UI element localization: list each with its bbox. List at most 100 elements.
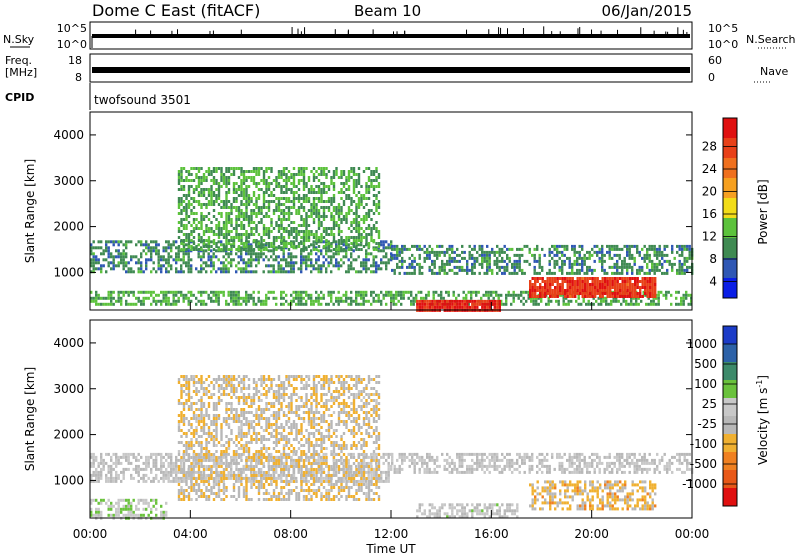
radar-cell xyxy=(177,414,181,417)
radar-cell xyxy=(441,302,444,306)
radar-cell xyxy=(187,390,191,393)
radar-cell xyxy=(651,280,654,283)
radar-cell xyxy=(115,479,118,483)
radar-cell xyxy=(312,302,315,306)
radar-cell xyxy=(175,261,178,265)
radar-cell xyxy=(205,176,208,179)
radar-cell xyxy=(245,179,248,182)
radar-cell xyxy=(195,227,198,230)
radar-cell xyxy=(230,261,233,265)
radar-cell xyxy=(182,296,185,300)
radar-cell xyxy=(292,236,296,239)
radar-cell xyxy=(185,252,188,256)
radar-cell xyxy=(492,296,495,300)
radar-cell xyxy=(280,290,283,294)
radar-cell xyxy=(569,295,572,298)
radar-cell xyxy=(125,504,128,508)
radar-cell xyxy=(591,277,594,280)
radar-cell xyxy=(322,215,326,218)
radar-cell xyxy=(365,299,368,303)
radar-cell xyxy=(90,507,93,511)
radar-cell xyxy=(640,299,643,303)
radar-cell xyxy=(320,290,323,294)
radar-cell xyxy=(633,259,636,263)
radar-cell xyxy=(292,476,295,480)
radar-cell xyxy=(410,302,413,306)
radar-cell xyxy=(200,465,203,468)
colorbar-segment xyxy=(723,158,737,179)
radar-cell xyxy=(352,179,356,182)
radar-cell xyxy=(222,236,226,239)
colorbar-tick-label: 16 xyxy=(702,207,717,221)
radar-cell xyxy=(225,473,228,477)
radar-cell xyxy=(355,290,358,294)
radar-cell xyxy=(207,218,211,221)
radar-cell xyxy=(247,464,250,468)
radar-cell xyxy=(177,206,181,209)
radar-cell xyxy=(107,302,110,306)
radar-cell xyxy=(212,378,216,381)
radar-cell xyxy=(292,197,296,200)
radar-cell xyxy=(232,197,236,200)
radar-cell xyxy=(150,302,153,306)
radar-cell xyxy=(511,247,514,251)
radar-cell xyxy=(185,381,188,384)
radar-cell xyxy=(357,176,361,179)
radar-cell xyxy=(385,473,388,477)
radar-cell xyxy=(352,245,356,248)
radar-cell xyxy=(230,293,233,297)
radar-cell xyxy=(177,399,181,402)
noise-trace xyxy=(91,26,690,48)
radar-cell xyxy=(428,305,431,309)
radar-cell xyxy=(265,215,268,218)
radar-cell xyxy=(295,212,298,215)
radar-cell xyxy=(105,302,108,306)
radar-cell xyxy=(190,179,193,182)
radar-cell xyxy=(232,236,236,239)
radar-cell xyxy=(195,417,198,420)
radar-cell xyxy=(205,261,208,265)
radar-cell xyxy=(370,470,373,474)
radar-cell xyxy=(375,452,378,456)
radar-cell xyxy=(355,218,358,221)
radar-cell xyxy=(335,206,338,209)
radar-cell xyxy=(370,239,373,242)
radar-cell xyxy=(558,265,561,269)
radar-cell xyxy=(192,200,196,203)
radar-cell xyxy=(644,280,647,283)
radar-cell xyxy=(350,302,353,306)
radar-cell xyxy=(312,197,316,200)
y-tick-label: 1000 xyxy=(53,265,84,279)
radar-cell xyxy=(207,489,211,492)
radar-cell xyxy=(275,182,278,185)
radar-cell xyxy=(398,265,401,269)
radar-cell xyxy=(305,293,308,297)
radar-cell xyxy=(172,296,175,300)
radar-cell xyxy=(230,236,233,239)
radar-cell xyxy=(92,270,95,274)
radar-cell xyxy=(270,264,273,268)
radar-cell xyxy=(100,473,103,477)
radar-cell xyxy=(370,290,373,294)
radar-cell xyxy=(609,277,612,280)
radar-cell xyxy=(487,296,490,300)
radar-cell xyxy=(120,507,123,511)
radar-cell xyxy=(150,258,153,262)
radar-cell xyxy=(260,455,263,459)
radar-cell xyxy=(205,224,208,227)
radar-cell xyxy=(187,299,190,303)
radar-cell xyxy=(95,246,98,250)
radar-cell xyxy=(177,179,181,182)
radar-cell xyxy=(200,396,203,399)
radar-cell xyxy=(180,393,183,396)
radar-cell xyxy=(242,182,246,185)
radar-cell xyxy=(377,203,381,206)
radar-cell xyxy=(145,243,148,247)
radar-cell xyxy=(573,271,576,275)
radar-cell xyxy=(270,455,273,459)
radar-cell xyxy=(327,227,331,230)
radar-cell xyxy=(137,296,140,300)
radar-cell xyxy=(661,262,664,266)
radar-cell xyxy=(175,464,178,468)
radar-cell xyxy=(185,243,188,247)
